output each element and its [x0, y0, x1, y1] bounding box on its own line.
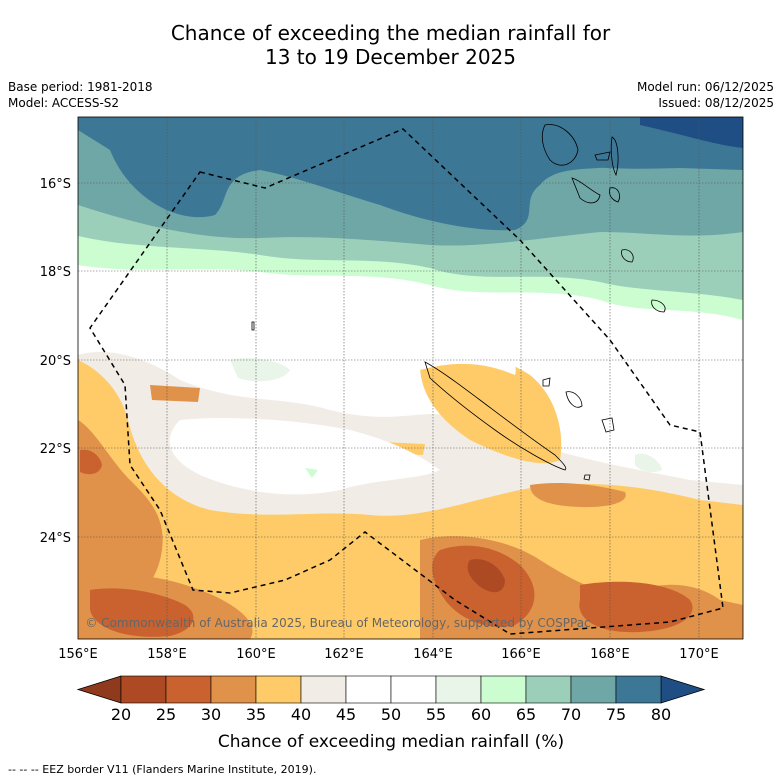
colorbar-segment [435, 675, 482, 704]
graticule [78, 117, 743, 639]
colorbar-tick-label: 30 [201, 705, 221, 724]
colorbar-segment [525, 675, 572, 704]
colorbar: 20 25 30 35 40 45 50 55 60 65 70 75 80 [76, 675, 706, 724]
colorbar-tick-label: 75 [606, 705, 626, 724]
lat-label: 22°S [40, 442, 71, 457]
colorbar-tick-label: 70 [561, 705, 581, 724]
colorbar-segment [165, 675, 212, 704]
colorbar-tick-label: 35 [246, 705, 266, 724]
lon-label: 162°E [324, 647, 364, 662]
lat-label: 18°S [40, 265, 71, 280]
map-title-line2: 13 to 19 December 2025 [264, 45, 516, 69]
colorbar-title: Chance of exceeding median rainfall (%) [218, 732, 564, 752]
colorbar-segment [120, 675, 167, 704]
colorbar-tick-label: 25 [156, 705, 176, 724]
map-title-line1: Chance of exceeding the median rainfall … [170, 21, 611, 45]
colorbar-tick-label: 55 [426, 705, 446, 724]
lon-label: 166°E [501, 647, 541, 662]
lon-label: 164°E [413, 647, 453, 662]
colorbar-segment [480, 675, 527, 704]
latitude-labels: 16°S 18°S 20°S 22°S 24°S [40, 177, 71, 546]
lon-label: 158°E [147, 647, 187, 662]
lon-label: 170°E [679, 647, 719, 662]
colorbar-segment [300, 675, 347, 704]
map-frame [77, 116, 744, 640]
colorbar-tick-label: 45 [336, 705, 356, 724]
colorbar-segment [570, 675, 617, 704]
colorbar-segment [210, 675, 257, 704]
lat-label: 24°S [40, 531, 71, 546]
lon-label: 160°E [236, 647, 276, 662]
rainfall-field [78, 117, 743, 639]
copyright-text: © Commonwealth of Australia 2025, Bureau… [85, 616, 590, 630]
colorbar-tick-label: 80 [651, 705, 671, 724]
colorbar-tick-label: 20 [111, 705, 131, 724]
lat-label: 16°S [40, 177, 71, 192]
colorbar-tick-label: 50 [381, 705, 401, 724]
lon-label: 156°E [58, 647, 98, 662]
coastlines [251, 124, 666, 481]
colorbar-segment [255, 675, 302, 704]
issued-text: Issued: 08/12/2025 [658, 96, 774, 110]
eez-legend-text: -- -- -- EEZ border V11 (Flanders Marine… [8, 763, 317, 776]
longitude-labels: 156°E 158°E 160°E 162°E 164°E 166°E 168°… [58, 647, 719, 662]
base-period-text: Base period: 1981-2018 [8, 80, 153, 94]
colorbar-tick-label: 40 [291, 705, 311, 724]
colorbar-segment [390, 675, 437, 704]
model-text: Model: ACCESS-S2 [8, 96, 120, 110]
model-run-text: Model run: 06/12/2025 [636, 80, 774, 94]
colorbar-segment [345, 675, 392, 704]
colorbar-low-extend [76, 675, 122, 704]
colorbar-tick-label: 60 [471, 705, 491, 724]
colorbar-tick-label: 65 [516, 705, 536, 724]
colorbar-segment [615, 675, 662, 704]
eez-border [89, 128, 724, 635]
lon-label: 168°E [590, 647, 630, 662]
lat-label: 20°S [40, 354, 71, 369]
colorbar-high-extend [660, 675, 706, 704]
